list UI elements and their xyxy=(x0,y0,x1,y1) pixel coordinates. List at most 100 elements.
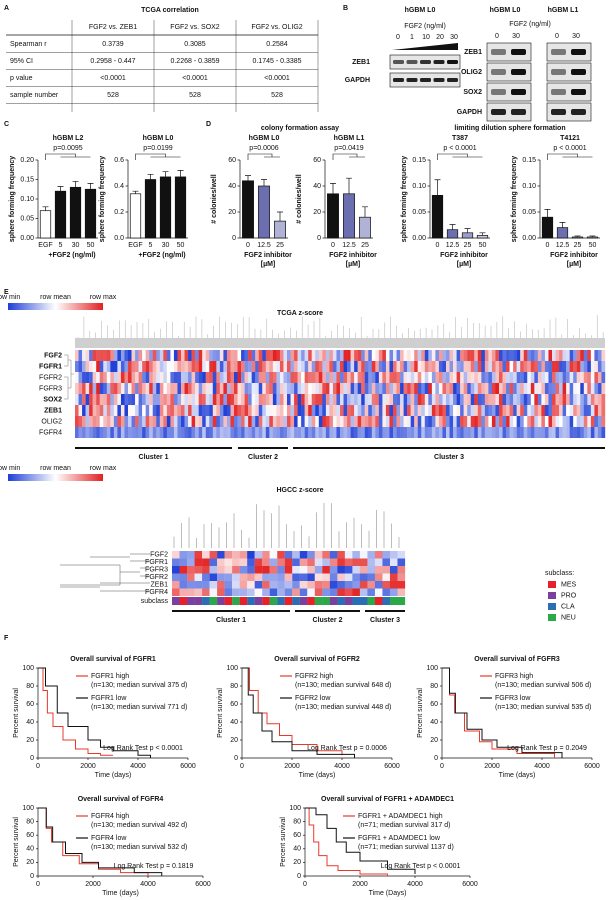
heatmap-cell xyxy=(382,416,387,427)
heatmap-cell xyxy=(85,405,90,416)
heatmap-cell xyxy=(389,350,394,361)
blot-band xyxy=(571,109,586,115)
heatmap-cell xyxy=(188,394,192,405)
heatmap-cell xyxy=(265,350,270,361)
legend-detail: (n=71; median survival 317 d) xyxy=(358,822,450,829)
heatmap-cell xyxy=(495,372,500,383)
heatmap-cell xyxy=(449,361,454,372)
y-tick-label: 20 xyxy=(313,209,321,216)
heatmap-cell xyxy=(89,372,93,383)
heatmap-cell xyxy=(580,372,584,383)
heatmap-cell xyxy=(209,405,213,416)
heatmap-cell xyxy=(166,372,171,383)
y-tick-label: 100 xyxy=(22,805,34,812)
heatmap-cell xyxy=(396,361,401,372)
subclass-cell xyxy=(172,597,180,605)
y-tick-label: 40 xyxy=(230,719,238,726)
heatmap-cell xyxy=(400,383,404,394)
heatmap-cell xyxy=(172,581,180,589)
heatmap-cell xyxy=(555,394,560,405)
heatmap-cell xyxy=(269,566,278,574)
table-cell: <0.0001 xyxy=(182,75,208,82)
heatmap-cell xyxy=(299,581,308,589)
heatmap-cell xyxy=(254,558,263,566)
heatmap-cell xyxy=(403,416,408,427)
heatmap-cell xyxy=(367,558,376,566)
y-axis-label: sphere forming frequency xyxy=(401,156,408,242)
x-tick-label: 2000 xyxy=(352,881,368,888)
heatmap-cell xyxy=(347,361,351,372)
heatmap-cell xyxy=(99,350,104,361)
x-axis-label: Time (days) xyxy=(499,772,536,779)
heatmap-cell xyxy=(378,427,383,438)
heatmap-cell xyxy=(389,405,394,416)
x-axis-label: FGF2 inhibitor xyxy=(329,252,377,259)
heatmap-cell xyxy=(453,372,457,383)
heatmap-cell xyxy=(393,427,397,438)
heatmap-cell xyxy=(92,416,97,427)
heatmap-cell xyxy=(446,394,450,405)
heatmap-title: TCGA z-score xyxy=(277,310,323,317)
x-tick-label: 6000 xyxy=(384,763,400,770)
heatmap-cell xyxy=(537,405,542,416)
y-tick-label: 0 xyxy=(30,873,34,880)
heatmap-cell xyxy=(307,581,315,589)
heatmap-cell xyxy=(92,361,97,372)
heatmap-cell xyxy=(184,361,189,372)
legend-swatch xyxy=(548,592,556,599)
heatmap-cell xyxy=(202,573,210,581)
heatmap-cell xyxy=(311,383,316,394)
heatmap-cell xyxy=(481,405,486,416)
heatmap-cell xyxy=(177,394,182,405)
heatmap-cell xyxy=(410,383,415,394)
heatmap-cell xyxy=(374,588,383,596)
heatmap-cell xyxy=(142,383,146,394)
x-tick-label: 50 xyxy=(177,242,185,249)
blot-band xyxy=(511,69,526,75)
heatmap-cell xyxy=(191,416,196,427)
y-axis-label: sphere forming frequency xyxy=(99,156,106,242)
heatmap-cell xyxy=(350,427,355,438)
heatmap-cell xyxy=(456,405,461,416)
heatmap-cell xyxy=(99,427,104,438)
heatmap-cell xyxy=(142,405,146,416)
panel-letter: D xyxy=(206,121,211,128)
heatmap-cell xyxy=(460,372,464,383)
heatmap-cell xyxy=(513,427,517,438)
heatmap-cell xyxy=(499,361,503,372)
heatmap-cell xyxy=(506,405,510,416)
subclass-cell xyxy=(277,597,285,605)
heatmap-cell xyxy=(336,372,341,383)
y-tick-label: 40 xyxy=(313,183,321,190)
heatmap-cell xyxy=(163,350,168,361)
heatmap-cell xyxy=(187,551,195,559)
heatmap-cell xyxy=(99,416,104,427)
heatmap-cell xyxy=(400,361,404,372)
blot-band xyxy=(491,109,506,115)
heatmap-cell xyxy=(241,361,245,372)
heatmap-cell xyxy=(269,361,274,372)
heatmap-cell xyxy=(120,405,125,416)
bar xyxy=(571,236,584,239)
heatmap-cell xyxy=(491,361,496,372)
heatmap-cell xyxy=(248,416,252,427)
heatmap-title: HGCC z-score xyxy=(276,487,323,494)
significance-bracket xyxy=(547,153,593,160)
bar xyxy=(159,176,172,239)
heatmap-cell xyxy=(594,416,599,427)
y-axis-label: # colonies/well xyxy=(211,174,218,223)
heatmap-cell xyxy=(103,361,107,372)
heatmap-cell xyxy=(407,372,411,383)
legend-title: subclass: xyxy=(545,570,574,577)
blot-dose: 0 xyxy=(495,33,499,40)
heatmap-cell xyxy=(590,405,595,416)
heatmap-cell xyxy=(325,427,330,438)
heatmap-cell xyxy=(212,350,217,361)
heatmap-cell xyxy=(374,558,383,566)
heatmap-cell xyxy=(138,427,143,438)
y-tick-label: 0 xyxy=(434,755,438,762)
heatmap-cell xyxy=(322,416,327,427)
heatmap-cell xyxy=(205,350,210,361)
heatmap-cell xyxy=(332,372,337,383)
heatmap-cell xyxy=(152,427,157,438)
